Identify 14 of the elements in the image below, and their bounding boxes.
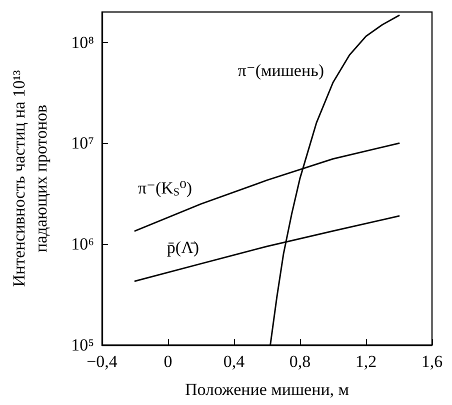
x-tick-label: −0,4 <box>86 352 118 371</box>
y-tick-label: 10⁷ <box>71 134 94 153</box>
y-tick-label: 10⁸ <box>71 32 94 52</box>
y-axis-title: Интенсивность частиц на 10¹³ падающих протонов <box>10 70 50 287</box>
series-label: p̄(Λ̄) <box>166 238 200 258</box>
x-tick-label: 0,8 <box>289 352 311 371</box>
y-tick-label: 10⁵ <box>71 336 94 354</box>
x-tick-label: 0 <box>164 352 172 371</box>
x-tick-label: 1,2 <box>355 352 377 371</box>
series-label: π⁻(мишень) <box>238 61 324 80</box>
y-tick-label: 10⁶ <box>71 234 94 254</box>
x-axis-title: Положение мишени, м <box>184 380 350 399</box>
x-tick-label: 0,4 <box>223 352 246 371</box>
x-tick-label: 1,6 <box>421 352 443 371</box>
